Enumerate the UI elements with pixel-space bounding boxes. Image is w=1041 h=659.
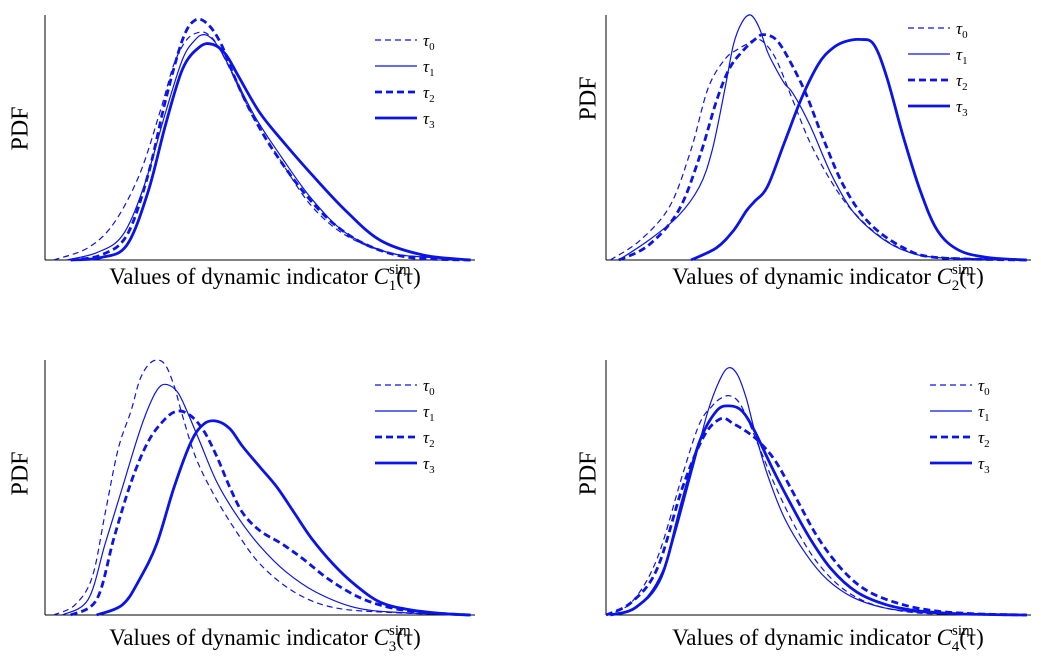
chart-panel-2: PDF τ0 τ1 τ2 τ3 Values of dynamic indicator…	[568, 0, 1041, 320]
x-axis-label: Values of dynamic indicator Csim3(τ)	[45, 623, 485, 656]
legend-label: τ2	[423, 83, 435, 105]
series-line-τ2	[70, 17, 471, 262]
series-line-τ2	[70, 409, 471, 617]
chart-svg: τ0 τ1 τ2 τ3	[44, 15, 475, 262]
x-axis-sup: sim	[952, 262, 974, 278]
legend-label: τ1	[956, 45, 968, 67]
series-line-τ3	[609, 404, 1027, 617]
chart-panel-3: PDF τ0 τ1 τ2 τ3 Values of dynamic indicator…	[0, 345, 520, 659]
x-axis-label: Values of dynamic indicator Csim1(τ)	[45, 262, 485, 295]
x-axis-label-text: Values of dynamic indicator	[109, 625, 374, 650]
x-axis-symbol: C	[373, 264, 389, 289]
x-axis-sub: 4	[951, 639, 960, 655]
series-line-τ3	[96, 419, 471, 617]
chart-svg: τ0 τ1 τ2 τ3	[44, 359, 475, 617]
legend-label: τ2	[956, 71, 968, 93]
series-line-τ3	[70, 42, 471, 262]
chart-panel-1: PDF τ0 τ1 τ2 τ3 Values of dynamic indicator…	[0, 0, 520, 320]
x-axis-suffix: (τ)	[396, 625, 421, 650]
legend-label: τ1	[423, 402, 435, 424]
x-axis-label: Values of dynamic indicator Csim4(τ)	[608, 623, 1041, 656]
legend-label: τ3	[956, 97, 968, 119]
series-line-τ0	[53, 31, 471, 261]
chart-svg: τ0 τ1 τ2 τ3	[605, 14, 1031, 262]
x-axis-label-text: Values of dynamic indicator	[672, 625, 937, 650]
series-line-τ0	[609, 38, 1027, 261]
legend-label: τ3	[423, 109, 435, 131]
chart-svg: τ0 τ1 τ2 τ3	[605, 360, 1031, 617]
chart-panel-4: PDF τ0 τ1 τ2 τ3 Values of dynamic indicator…	[568, 345, 1041, 659]
legend-label: τ2	[423, 428, 435, 450]
x-axis-symbol: C	[936, 625, 952, 650]
x-axis-label-text: Values of dynamic indicator	[672, 264, 937, 289]
series-line-τ0	[53, 359, 471, 616]
legend-label: τ2	[978, 428, 990, 450]
x-axis-suffix: (τ)	[959, 264, 984, 289]
x-axis-label: Values of dynamic indicator Csim2(τ)	[608, 262, 1041, 295]
x-axis-suffix: (τ)	[396, 264, 421, 289]
x-axis-symbol: C	[373, 625, 389, 650]
series-line-τ1	[61, 383, 471, 616]
series-line-τ2	[618, 33, 1027, 262]
series-line-τ1	[614, 367, 1027, 616]
x-axis-sup: sim	[389, 623, 411, 639]
x-axis-sub: 3	[388, 639, 397, 655]
legend-label: τ1	[978, 402, 990, 424]
legend-label: τ0	[978, 376, 990, 398]
series-line-τ1	[618, 14, 1027, 261]
legend-label: τ0	[423, 31, 435, 53]
legend-label: τ3	[423, 454, 435, 476]
series-line-τ2	[605, 416, 1027, 617]
x-axis-symbol: C	[936, 264, 952, 289]
x-axis-sub: 2	[951, 278, 960, 294]
series-line-τ1	[66, 34, 471, 261]
x-axis-suffix: (τ)	[959, 625, 984, 650]
x-axis-sup: sim	[389, 262, 411, 278]
legend-label: τ0	[423, 376, 435, 398]
x-axis-sup: sim	[952, 623, 974, 639]
legend-label: τ3	[978, 454, 990, 476]
legend-label: τ1	[423, 57, 435, 79]
legend-label: τ0	[956, 19, 968, 41]
series-line-τ3	[690, 38, 1027, 262]
series-line-τ0	[605, 395, 1027, 616]
x-axis-sub: 1	[388, 278, 397, 294]
x-axis-label-text: Values of dynamic indicator	[109, 264, 374, 289]
